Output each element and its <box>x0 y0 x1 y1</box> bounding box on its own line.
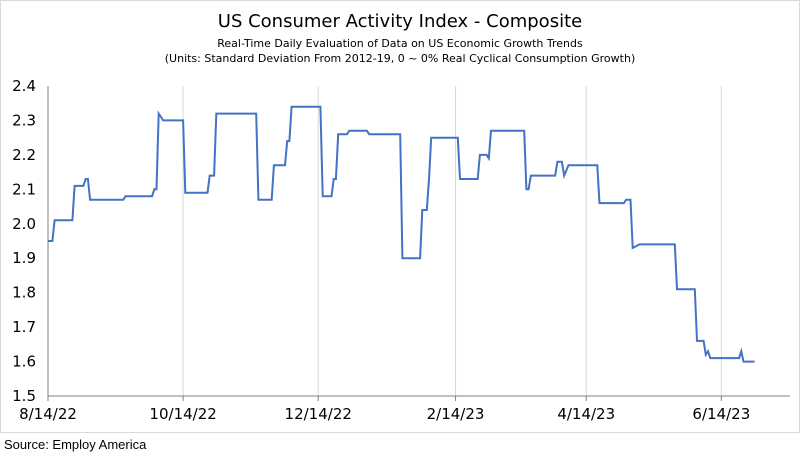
x-tick-label: 4/14/23 <box>557 405 615 423</box>
y-tick-label: 2.4 <box>12 77 36 95</box>
x-tick-label: 8/14/22 <box>19 405 77 423</box>
chart-subtitle: Real-Time Daily Evaluation of Data on US… <box>217 37 583 50</box>
y-tick-label: 1.7 <box>12 318 36 336</box>
x-tick-label: 6/14/23 <box>692 405 750 423</box>
y-axis-ticks: 1.5 1.6 1.7 1.8 1.9 2.0 2.1 2.2 2.3 2.4 <box>12 77 36 405</box>
line-chart: 1.5 1.6 1.7 1.8 1.9 2.0 2.1 2.2 2.3 2.4 8/14/22 10… <box>12 77 790 423</box>
y-tick-label: 1.5 <box>12 387 36 405</box>
y-tick-label: 2.2 <box>12 146 36 164</box>
x-tick-label: 2/14/23 <box>427 405 485 423</box>
source-note: Source: Employ America <box>4 437 147 452</box>
y-tick-label: 1.6 <box>12 353 36 371</box>
y-tick-label: 2.0 <box>12 215 36 233</box>
x-tick-label: 12/14/22 <box>285 405 352 423</box>
y-tick-label: 1.8 <box>12 284 36 302</box>
x-axis-ticks: 8/14/22 10/14/22 12/14/22 2/14/23 4/14/23 6/1… <box>19 396 750 423</box>
chart-frame <box>0 0 800 433</box>
y-tick-label: 2.1 <box>12 180 36 198</box>
axes <box>47 86 790 397</box>
series-line <box>48 105 755 363</box>
x-tick-label: 10/14/22 <box>149 405 216 423</box>
y-tick-label: 2.3 <box>12 111 36 129</box>
chart-units-note: (Units: Standard Deviation From 2012-19,… <box>164 52 636 65</box>
series-layer <box>48 105 755 363</box>
gridlines <box>182 86 722 396</box>
chart-title: US Consumer Activity Index - Composite <box>217 11 583 32</box>
y-tick-label: 1.9 <box>12 249 36 267</box>
